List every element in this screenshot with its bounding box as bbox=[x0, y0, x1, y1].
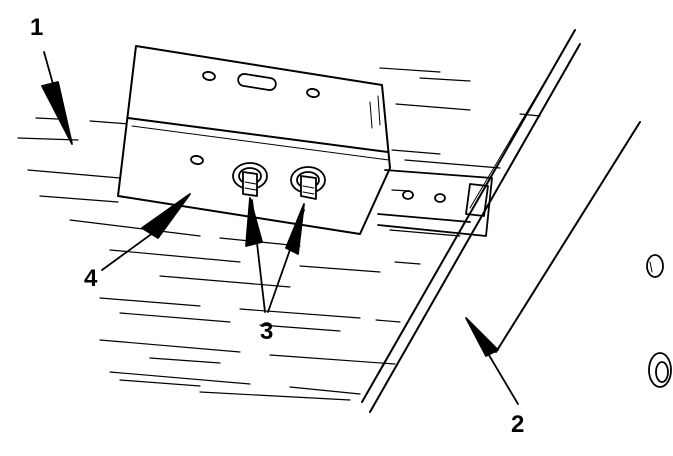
door-panel-holes bbox=[646, 254, 672, 388]
leader-lines-3 bbox=[245, 197, 305, 313]
callout-label-3: 3 bbox=[260, 318, 274, 345]
mounting-strip bbox=[377, 169, 493, 237]
bracket-top-holes bbox=[190, 71, 320, 165]
callout-label-4: 4 bbox=[84, 265, 98, 292]
fastener-left bbox=[232, 162, 268, 197]
callout-label-2: 2 bbox=[511, 411, 525, 438]
callout-label-1: 1 bbox=[30, 14, 44, 41]
bracket-box bbox=[117, 45, 391, 235]
door-panel-edge bbox=[361, 29, 641, 413]
panel-surface-lines bbox=[17, 67, 541, 401]
leader-line-2 bbox=[465, 317, 519, 405]
leader-line-1 bbox=[41, 51, 73, 145]
leader-line-4 bbox=[101, 193, 191, 271]
fastener-right bbox=[290, 166, 326, 200]
